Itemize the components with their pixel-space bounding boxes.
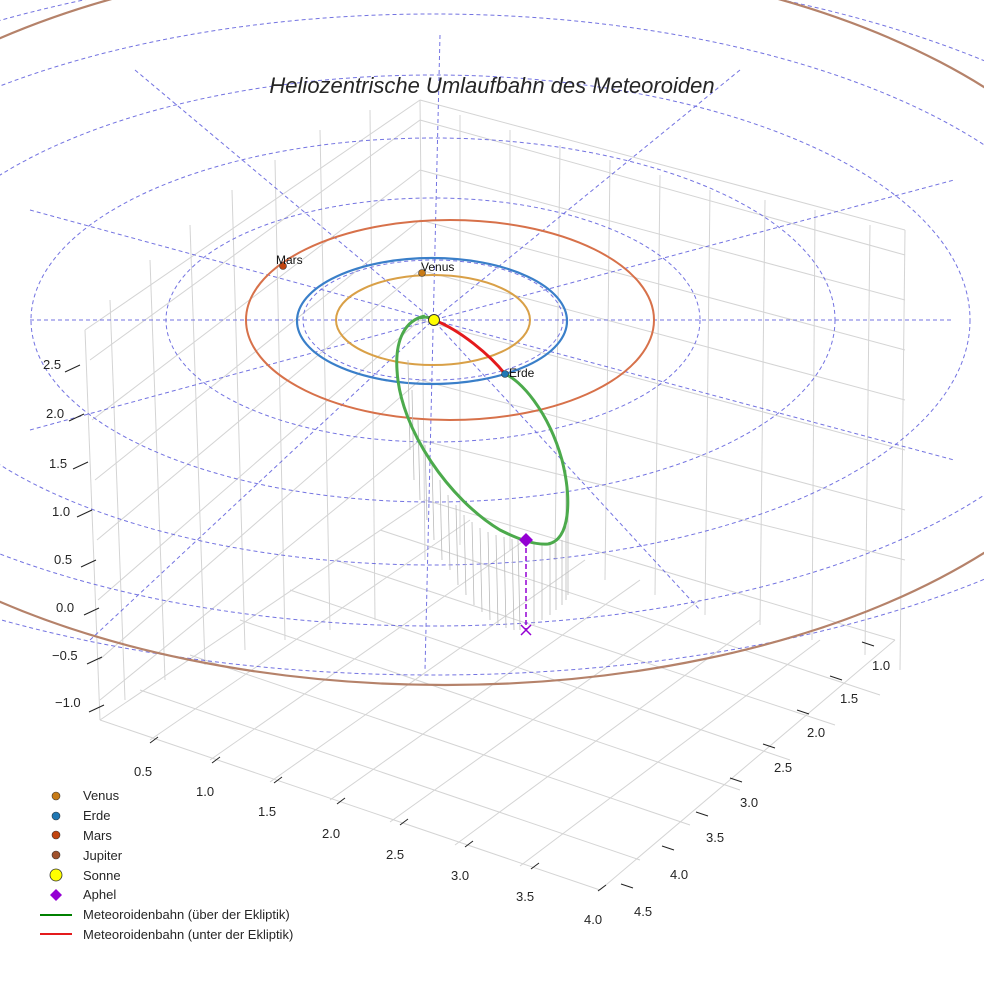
meteoroid-orbit-below [433, 318, 507, 375]
x-tick: 1.5 [258, 804, 277, 819]
legend-label: Mars [83, 827, 112, 843]
z-tick: 1.0 [52, 504, 71, 519]
x-tick: 3.5 [516, 889, 535, 904]
legend-item-sonne: Sonne [38, 865, 293, 885]
x-tick: 2.0 [322, 826, 341, 841]
x-tick: 3.0 [451, 868, 470, 883]
y-tick: 4.5 [634, 904, 653, 919]
mars-orbit [245, 219, 655, 421]
venus-label: Venus [421, 260, 455, 274]
z-tick: −1.0 [55, 695, 81, 710]
y-tick: 1.5 [840, 691, 859, 706]
legend-item-below-ecliptic: Meteoroidenbahn (unter der Ekliptik) [38, 925, 293, 945]
earth-marker [501, 370, 509, 378]
circle-marker-icon [38, 828, 74, 842]
sun-marker [428, 314, 440, 326]
mars-label: Mars [276, 253, 303, 267]
z-tick: −0.5 [52, 648, 78, 663]
legend-label: Erde [83, 808, 111, 824]
legend-item-erde: Erde [38, 806, 293, 826]
legend-item-mars: Mars [38, 826, 293, 846]
legend-label: Sonne [83, 867, 121, 883]
chart-title: Heliozentrische Umlaufbahn des Meteoroid… [269, 73, 715, 98]
legend-item-jupiter: Jupiter [38, 845, 293, 865]
x-tick: 4.0 [584, 912, 603, 927]
legend-item-above-ecliptic: Meteoroidenbahn (über der Ekliptik) [38, 905, 293, 925]
aphel-projection-marker [520, 624, 532, 636]
earth-label: Erde [509, 366, 535, 380]
z-tick: 2.5 [43, 357, 62, 372]
x-tick: 2.5 [386, 847, 405, 862]
y-tick: 3.5 [706, 830, 725, 845]
y-tick: 1.0 [872, 658, 891, 673]
legend-label: Jupiter [83, 847, 123, 863]
y-tick: 3.0 [740, 795, 759, 810]
legend-label: Meteoroidenbahn (unter der Ekliptik) [83, 926, 294, 942]
y-tick: 2.5 [774, 760, 793, 775]
x-tick: 1.0 [196, 784, 215, 799]
x-tick: 0.5 [134, 764, 153, 779]
legend-label: Meteoroidenbahn (über der Ekliptik) [83, 907, 290, 923]
sun-marker-icon [38, 868, 74, 882]
diamond-marker-icon [38, 888, 74, 902]
mars-marker [279, 262, 287, 270]
venus-marker [418, 269, 426, 277]
venus-orbit [335, 274, 531, 366]
ecliptic-grid [0, 0, 984, 676]
z-tick: 1.5 [49, 456, 68, 471]
legend-label: Venus [83, 788, 120, 804]
green-line-icon [38, 908, 74, 922]
circle-marker-icon [38, 789, 74, 803]
z-tick: 0.0 [56, 600, 75, 615]
circle-marker-icon [38, 848, 74, 862]
legend: Venus Erde Mars Jupiter Sonne Aphel Mete… [38, 786, 293, 944]
z-tick: 2.0 [46, 406, 65, 421]
legend-item-aphel: Aphel [38, 885, 293, 905]
earth-orbit [295, 256, 569, 386]
y-tick: 2.0 [807, 725, 826, 740]
axis-ticks [64, 364, 875, 892]
legend-item-venus: Venus [38, 786, 293, 806]
y-tick: 4.0 [670, 867, 689, 882]
drop-lines [407, 359, 569, 631]
jupiter-orbit [0, 0, 984, 686]
z-tick: 0.5 [54, 552, 73, 567]
legend-label: Aphel [83, 887, 117, 903]
aphel-marker [519, 533, 533, 547]
red-line-icon [38, 927, 74, 941]
circle-marker-icon [38, 809, 74, 823]
